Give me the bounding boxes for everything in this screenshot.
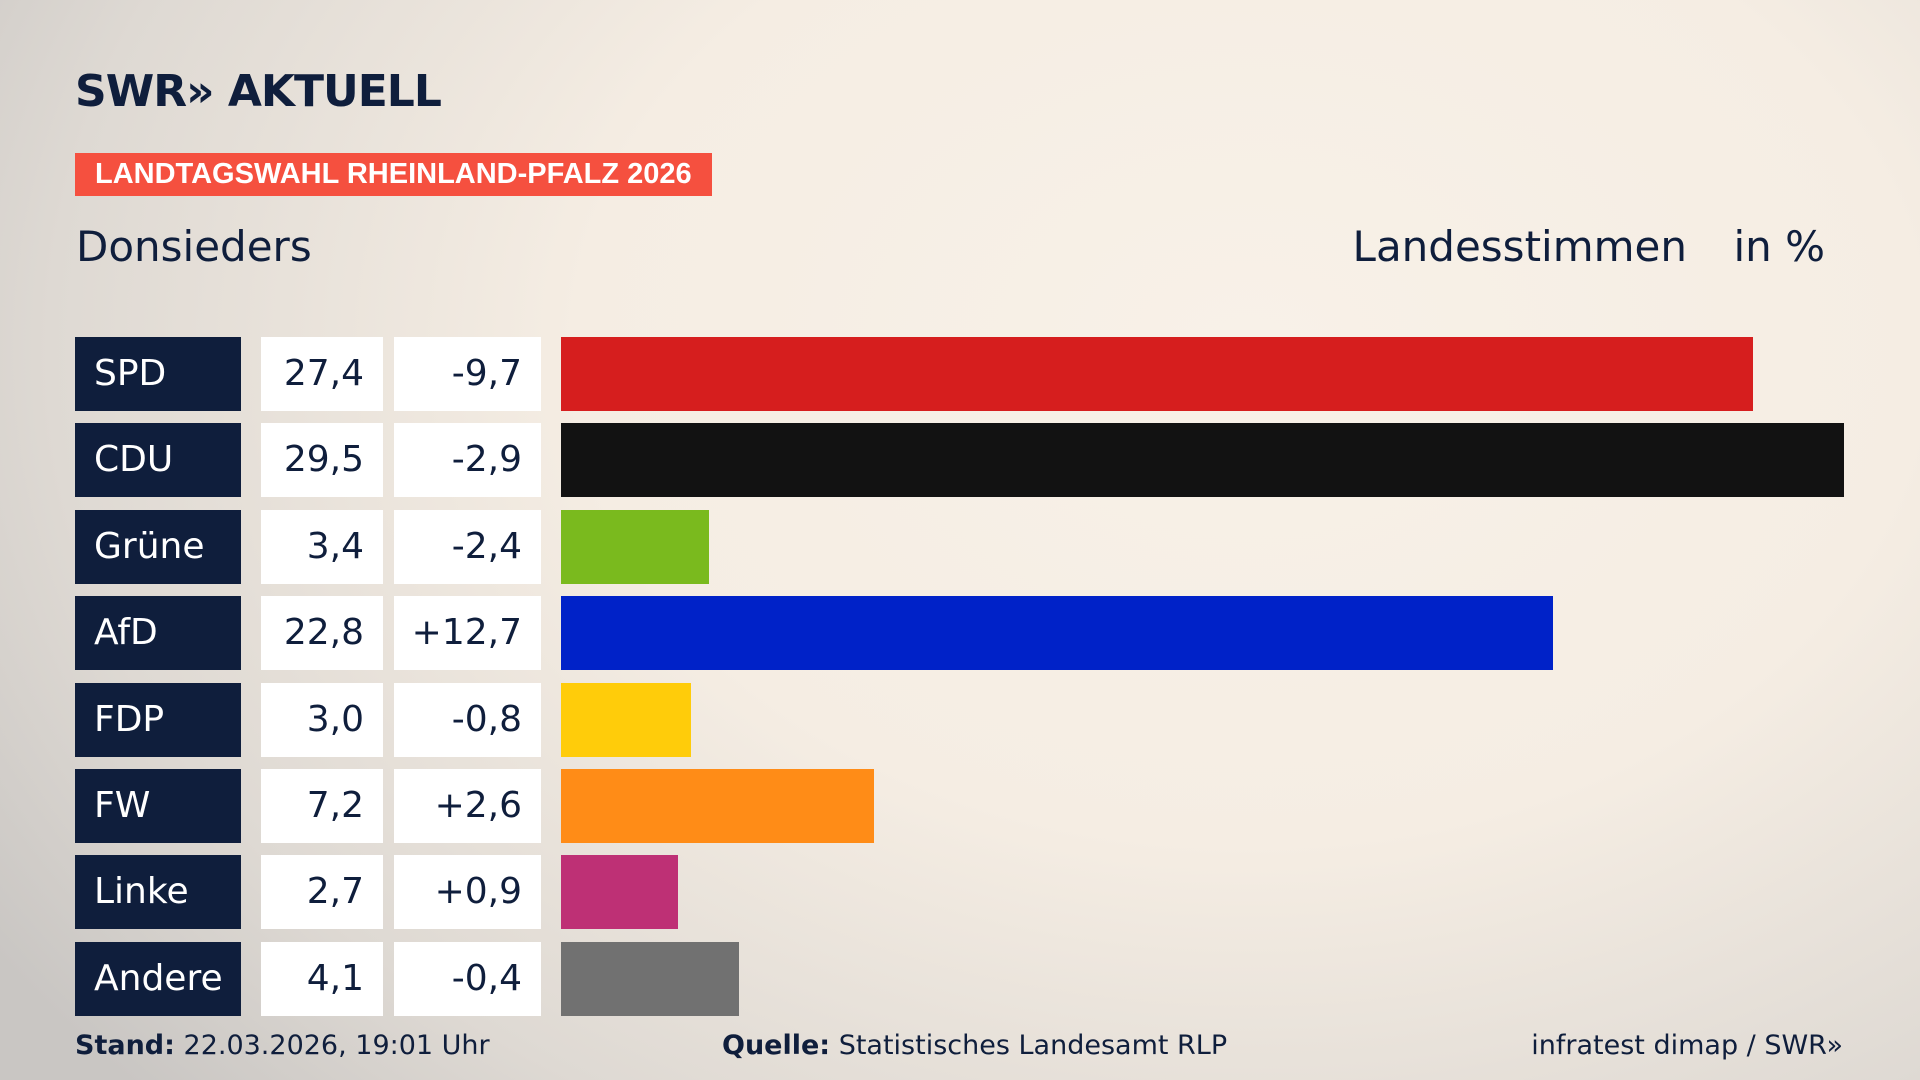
subtitle: Landesstimmen xyxy=(1352,222,1687,271)
bar xyxy=(561,855,679,930)
stand-date: 22.03.2026, 19:01 Uhr xyxy=(183,1030,490,1061)
source-label: Quelle: xyxy=(722,1030,831,1061)
bar xyxy=(561,337,1753,411)
source-text: Statistisches Landesamt RLP xyxy=(838,1030,1228,1061)
party-label: FDP xyxy=(75,682,241,757)
chart-title: Donsieders xyxy=(76,222,312,271)
party-label: Andere xyxy=(75,941,241,1016)
change-label: -0,4 xyxy=(394,941,541,1016)
stand-label: Stand: xyxy=(75,1030,175,1061)
change-label: -0,8 xyxy=(394,682,541,757)
value-label: 22,8 xyxy=(261,596,383,671)
party-label: CDU xyxy=(75,423,241,498)
value-label: 27,4 xyxy=(261,337,383,411)
credit: infratest dimap / SWR» xyxy=(1531,1030,1843,1061)
change-label: +2,6 xyxy=(394,769,541,843)
bar xyxy=(561,596,1553,671)
logo: SWR» AKTUELL xyxy=(75,66,442,117)
value-label: 7,2 xyxy=(261,769,383,843)
unit: in % xyxy=(1733,222,1825,271)
bar xyxy=(561,941,740,1016)
tag: LANDTAGSWAHL RHEINLAND-PFALZ 2026 xyxy=(75,153,712,196)
value-label: 3,4 xyxy=(261,509,383,584)
bar xyxy=(561,769,875,843)
bar xyxy=(561,423,1844,498)
change-label: -9,7 xyxy=(394,337,541,411)
change-label: +0,9 xyxy=(394,855,541,930)
party-label: AfD xyxy=(75,596,241,671)
party-label: Grüne xyxy=(75,509,241,584)
value-label: 29,5 xyxy=(261,423,383,498)
change-label: -2,9 xyxy=(394,423,541,498)
party-label: SPD xyxy=(75,337,241,411)
source: Quelle: Statistisches Landesamt RLP xyxy=(722,1030,1227,1061)
value-label: 3,0 xyxy=(261,682,383,757)
party-label: Linke xyxy=(75,855,241,930)
party-label: FW xyxy=(75,769,241,843)
value-label: 2,7 xyxy=(261,855,383,930)
bar xyxy=(561,509,709,584)
change-label: -2,4 xyxy=(394,509,541,584)
change-label: +12,7 xyxy=(394,596,541,671)
stand: Stand: 22.03.2026, 19:01 Uhr xyxy=(75,1030,490,1061)
bar xyxy=(561,682,692,757)
value-label: 4,1 xyxy=(261,941,383,1016)
